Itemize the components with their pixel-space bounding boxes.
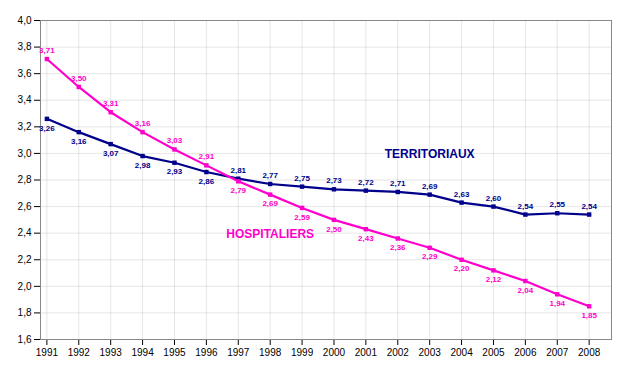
svg-text:2006: 2006 bbox=[514, 347, 537, 358]
svg-text:2,55: 2,55 bbox=[549, 200, 565, 209]
svg-text:1999: 1999 bbox=[291, 347, 314, 358]
svg-text:2,81: 2,81 bbox=[230, 166, 246, 175]
svg-text:3,4: 3,4 bbox=[18, 94, 32, 105]
svg-text:2,73: 2,73 bbox=[326, 176, 342, 185]
svg-text:3,2: 3,2 bbox=[18, 121, 32, 132]
svg-text:2,63: 2,63 bbox=[454, 190, 470, 199]
svg-text:3,0: 3,0 bbox=[18, 148, 32, 159]
svg-text:2,04: 2,04 bbox=[518, 286, 534, 295]
svg-text:3,26: 3,26 bbox=[39, 124, 55, 133]
svg-text:2,86: 2,86 bbox=[199, 177, 215, 186]
svg-text:2,79: 2,79 bbox=[230, 186, 246, 195]
svg-text:1,85: 1,85 bbox=[581, 311, 597, 320]
svg-text:2005: 2005 bbox=[482, 347, 505, 358]
svg-text:3,07: 3,07 bbox=[103, 149, 119, 158]
svg-text:3,8: 3,8 bbox=[18, 41, 32, 52]
svg-text:1997: 1997 bbox=[227, 347, 250, 358]
svg-text:2,60: 2,60 bbox=[486, 194, 502, 203]
svg-text:1992: 1992 bbox=[68, 347, 91, 358]
svg-text:2,54: 2,54 bbox=[518, 202, 534, 211]
svg-text:2001: 2001 bbox=[355, 347, 378, 358]
svg-text:2,2: 2,2 bbox=[18, 254, 32, 265]
svg-text:2,43: 2,43 bbox=[358, 234, 374, 243]
svg-text:2,0: 2,0 bbox=[18, 281, 32, 292]
svg-text:3,71: 3,71 bbox=[39, 46, 55, 55]
svg-text:2008: 2008 bbox=[578, 347, 601, 358]
svg-text:2,69: 2,69 bbox=[422, 182, 438, 191]
svg-text:2,93: 2,93 bbox=[167, 167, 183, 176]
svg-text:2002: 2002 bbox=[387, 347, 410, 358]
svg-text:1993: 1993 bbox=[100, 347, 123, 358]
svg-text:2,8: 2,8 bbox=[18, 174, 32, 185]
svg-text:1998: 1998 bbox=[259, 347, 282, 358]
svg-text:3,31: 3,31 bbox=[103, 99, 119, 108]
svg-text:3,03: 3,03 bbox=[167, 136, 183, 145]
svg-text:2004: 2004 bbox=[450, 347, 473, 358]
svg-text:2,20: 2,20 bbox=[454, 264, 470, 273]
svg-text:2,98: 2,98 bbox=[135, 161, 151, 170]
svg-text:2,59: 2,59 bbox=[294, 213, 310, 222]
svg-text:2,29: 2,29 bbox=[422, 252, 438, 261]
svg-text:1995: 1995 bbox=[163, 347, 186, 358]
svg-text:2,50: 2,50 bbox=[326, 225, 342, 234]
svg-text:1994: 1994 bbox=[131, 347, 154, 358]
svg-text:2007: 2007 bbox=[546, 347, 569, 358]
svg-text:2,4: 2,4 bbox=[18, 227, 32, 238]
svg-text:2,12: 2,12 bbox=[486, 275, 502, 284]
svg-text:1991: 1991 bbox=[36, 347, 59, 358]
svg-text:2,54: 2,54 bbox=[581, 202, 597, 211]
svg-text:HOSPITALIERS: HOSPITALIERS bbox=[226, 227, 314, 241]
svg-text:1,94: 1,94 bbox=[549, 299, 565, 308]
svg-text:1,6: 1,6 bbox=[18, 334, 32, 345]
svg-text:1,8: 1,8 bbox=[18, 307, 32, 318]
svg-text:2000: 2000 bbox=[323, 347, 346, 358]
svg-text:2,36: 2,36 bbox=[390, 243, 406, 252]
svg-text:2,75: 2,75 bbox=[294, 174, 310, 183]
svg-text:2,72: 2,72 bbox=[358, 178, 374, 187]
svg-text:3,50: 3,50 bbox=[71, 74, 87, 83]
svg-text:3,16: 3,16 bbox=[135, 119, 151, 128]
svg-text:2,91: 2,91 bbox=[199, 152, 215, 161]
svg-text:3,16: 3,16 bbox=[71, 137, 87, 146]
svg-text:4,0: 4,0 bbox=[18, 15, 32, 26]
svg-text:2003: 2003 bbox=[419, 347, 442, 358]
svg-text:2,71: 2,71 bbox=[390, 179, 406, 188]
svg-text:2,6: 2,6 bbox=[18, 201, 32, 212]
svg-text:3,6: 3,6 bbox=[18, 68, 32, 79]
svg-text:TERRITORIAUX: TERRITORIAUX bbox=[385, 147, 475, 161]
svg-text:2,69: 2,69 bbox=[262, 199, 278, 208]
svg-text:1996: 1996 bbox=[195, 347, 218, 358]
svg-text:2,77: 2,77 bbox=[262, 171, 278, 180]
